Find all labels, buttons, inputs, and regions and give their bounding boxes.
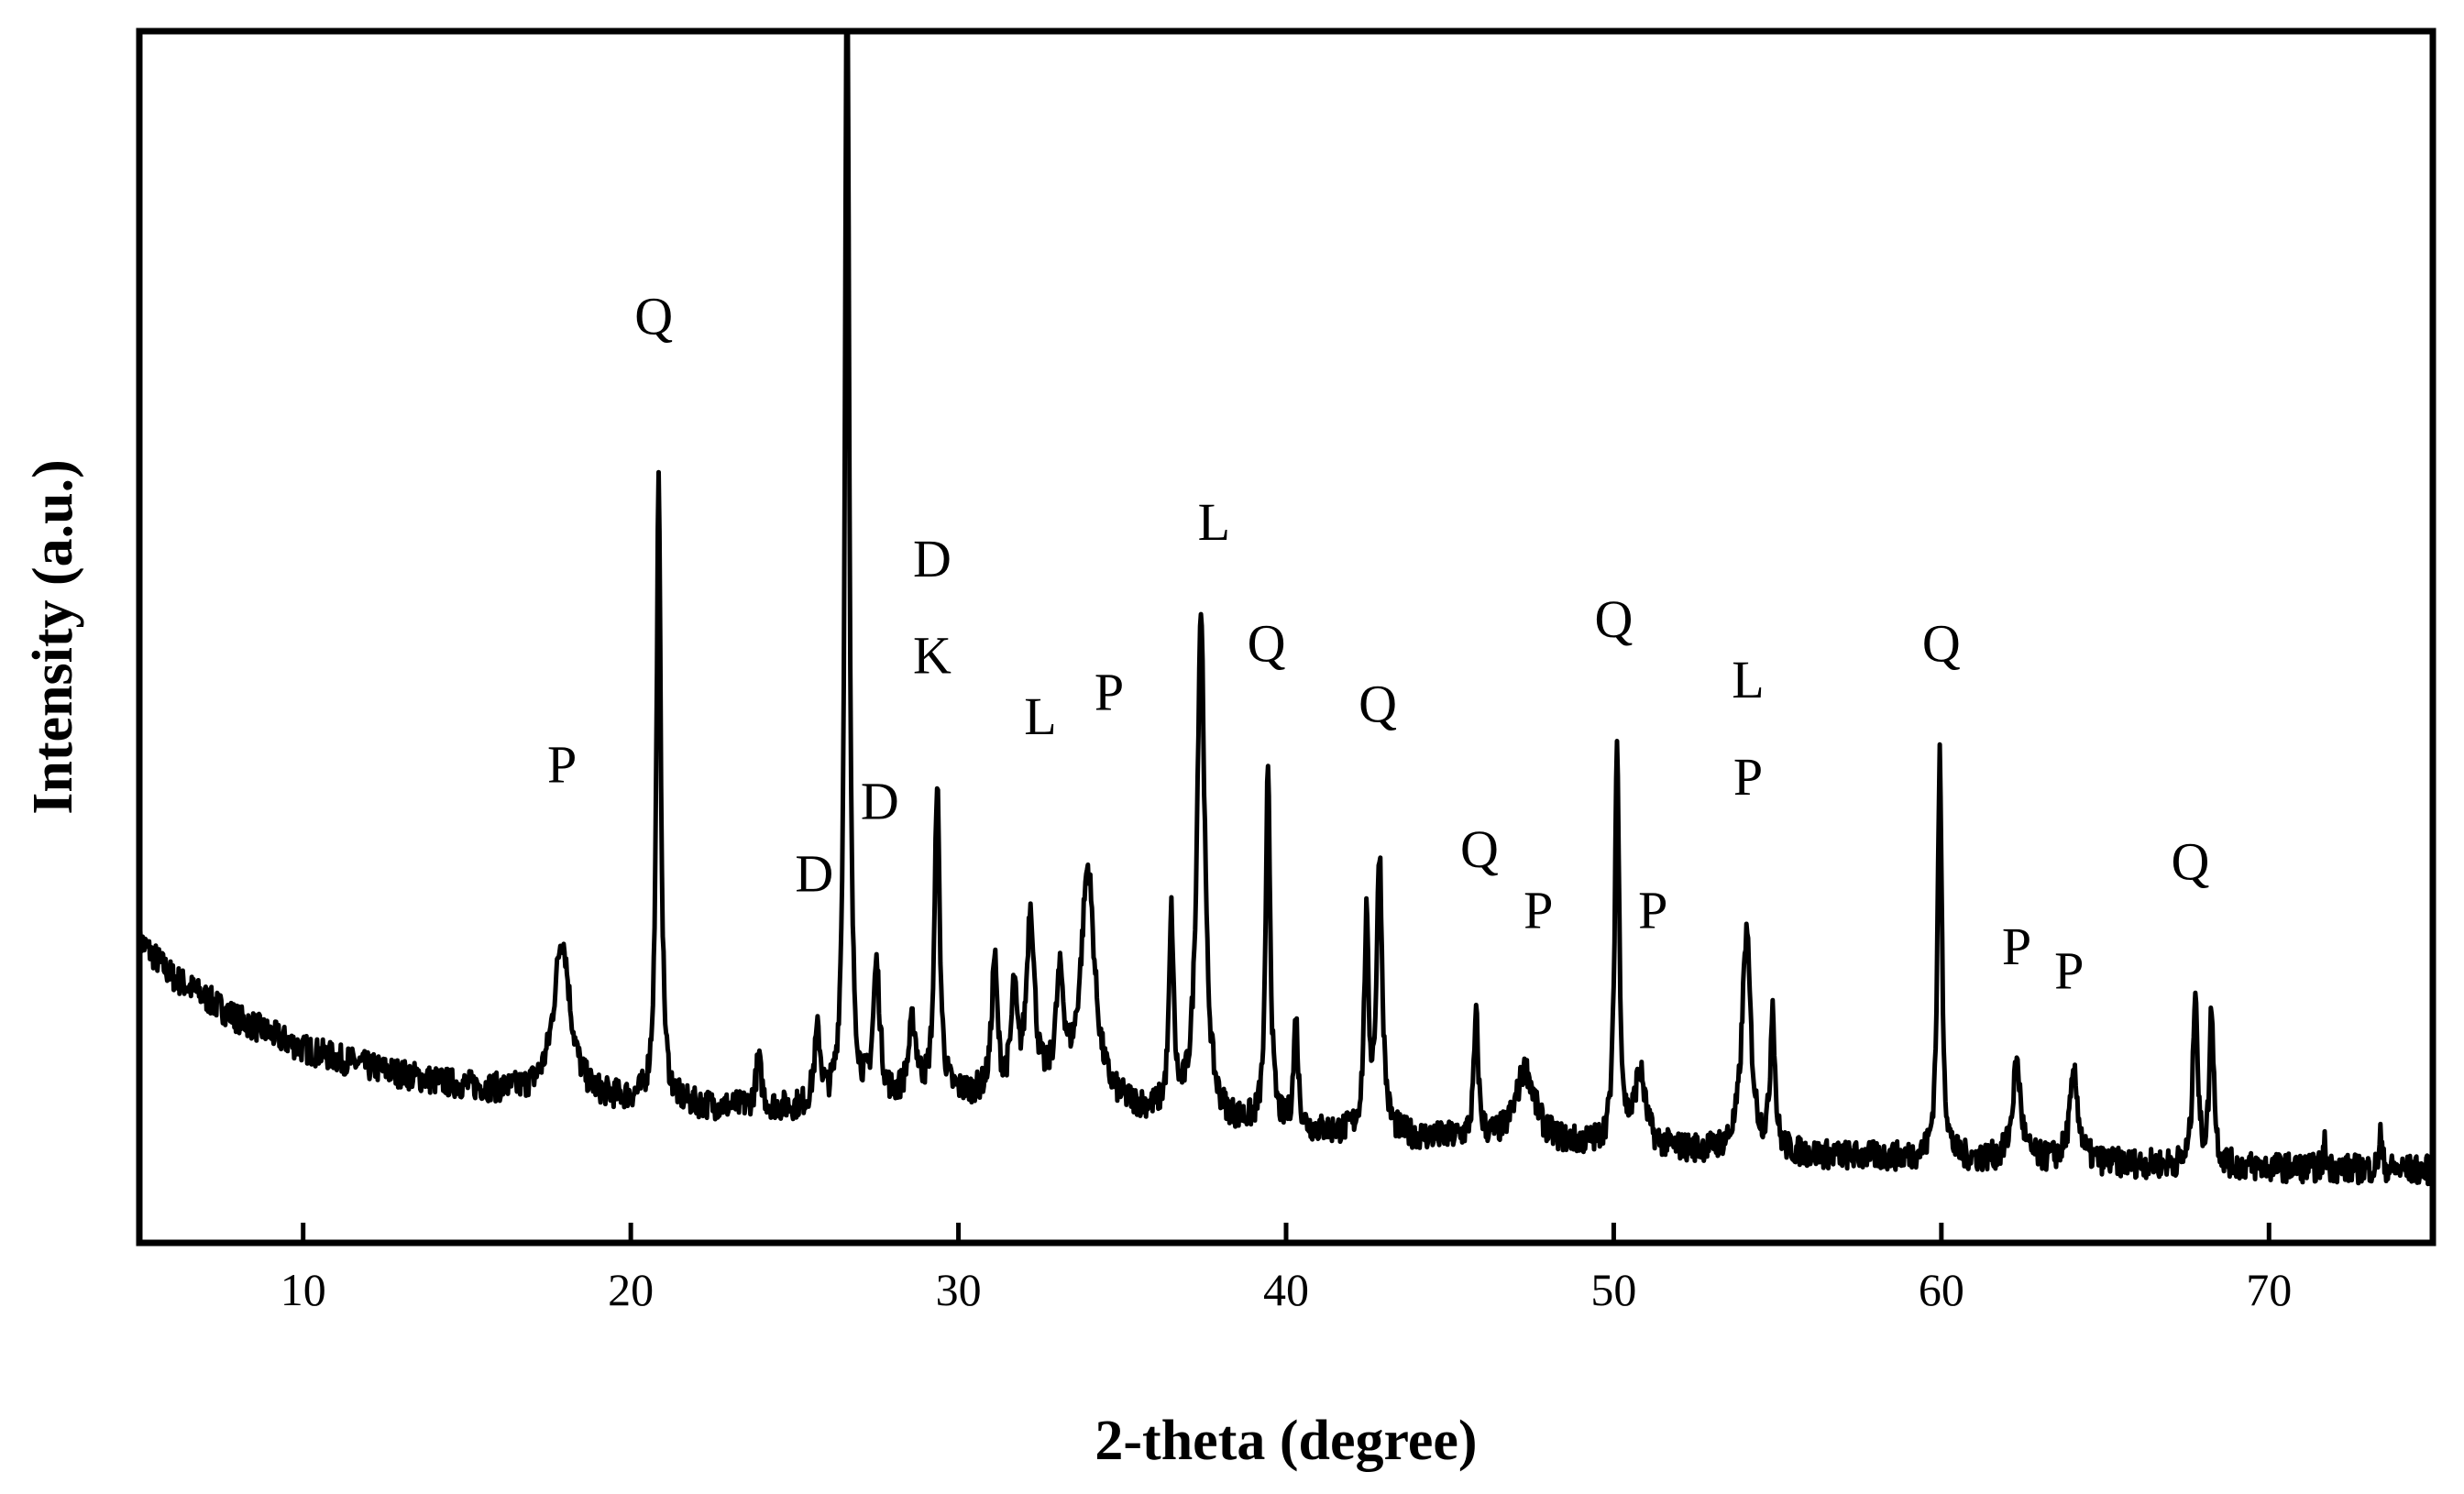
peak-label: Q xyxy=(1460,819,1499,879)
peak-label: L xyxy=(1732,650,1764,709)
plot-frame xyxy=(136,27,2436,1247)
peak-label: P xyxy=(547,735,577,795)
peak-annotations: PQQDDDKLPLQQQPQPLPQPPQ xyxy=(547,287,2210,1001)
peak-label: D xyxy=(795,844,833,904)
peak-label: P xyxy=(1524,880,1553,939)
x-tick-label: 30 xyxy=(936,1264,982,1315)
peak-label: Q xyxy=(2172,831,2210,891)
x-tick-label: 60 xyxy=(1919,1264,1964,1315)
x-tick-label: 70 xyxy=(2246,1264,2292,1315)
peak-label: P xyxy=(1094,662,1124,721)
x-tick-label: 10 xyxy=(280,1264,326,1315)
xrd-pattern-line xyxy=(137,30,2436,1187)
x-tick-label: 50 xyxy=(1590,1264,1636,1315)
peak-label: P xyxy=(1733,747,1763,807)
y-axis-title: Intensity (a.u.) xyxy=(22,459,84,815)
peak-label: Q xyxy=(1248,613,1286,673)
peak-label: Q xyxy=(634,287,673,346)
peak-label: P xyxy=(2002,917,2031,976)
x-tick-label: 40 xyxy=(1263,1264,1309,1315)
x-tick-label: 20 xyxy=(608,1264,654,1315)
peak-label: Q xyxy=(1358,675,1397,734)
peak-label: Q xyxy=(1922,613,1961,673)
peak-label: P xyxy=(1638,880,1667,939)
peak-label: D xyxy=(913,529,952,588)
x-axis-ticks xyxy=(301,1223,2272,1243)
peak-label: L xyxy=(1024,687,1056,746)
peak-label: Q xyxy=(1594,589,1633,649)
peak-label: K xyxy=(913,626,952,686)
peak-label: L xyxy=(1198,492,1230,552)
x-axis-title: 2-theta (degree) xyxy=(1094,1410,1477,1472)
peak-label: P xyxy=(2054,940,2084,1000)
peak-label: D xyxy=(861,771,899,830)
x-axis-tick-labels: 10 20 30 40 50 60 70 xyxy=(280,1264,2293,1315)
